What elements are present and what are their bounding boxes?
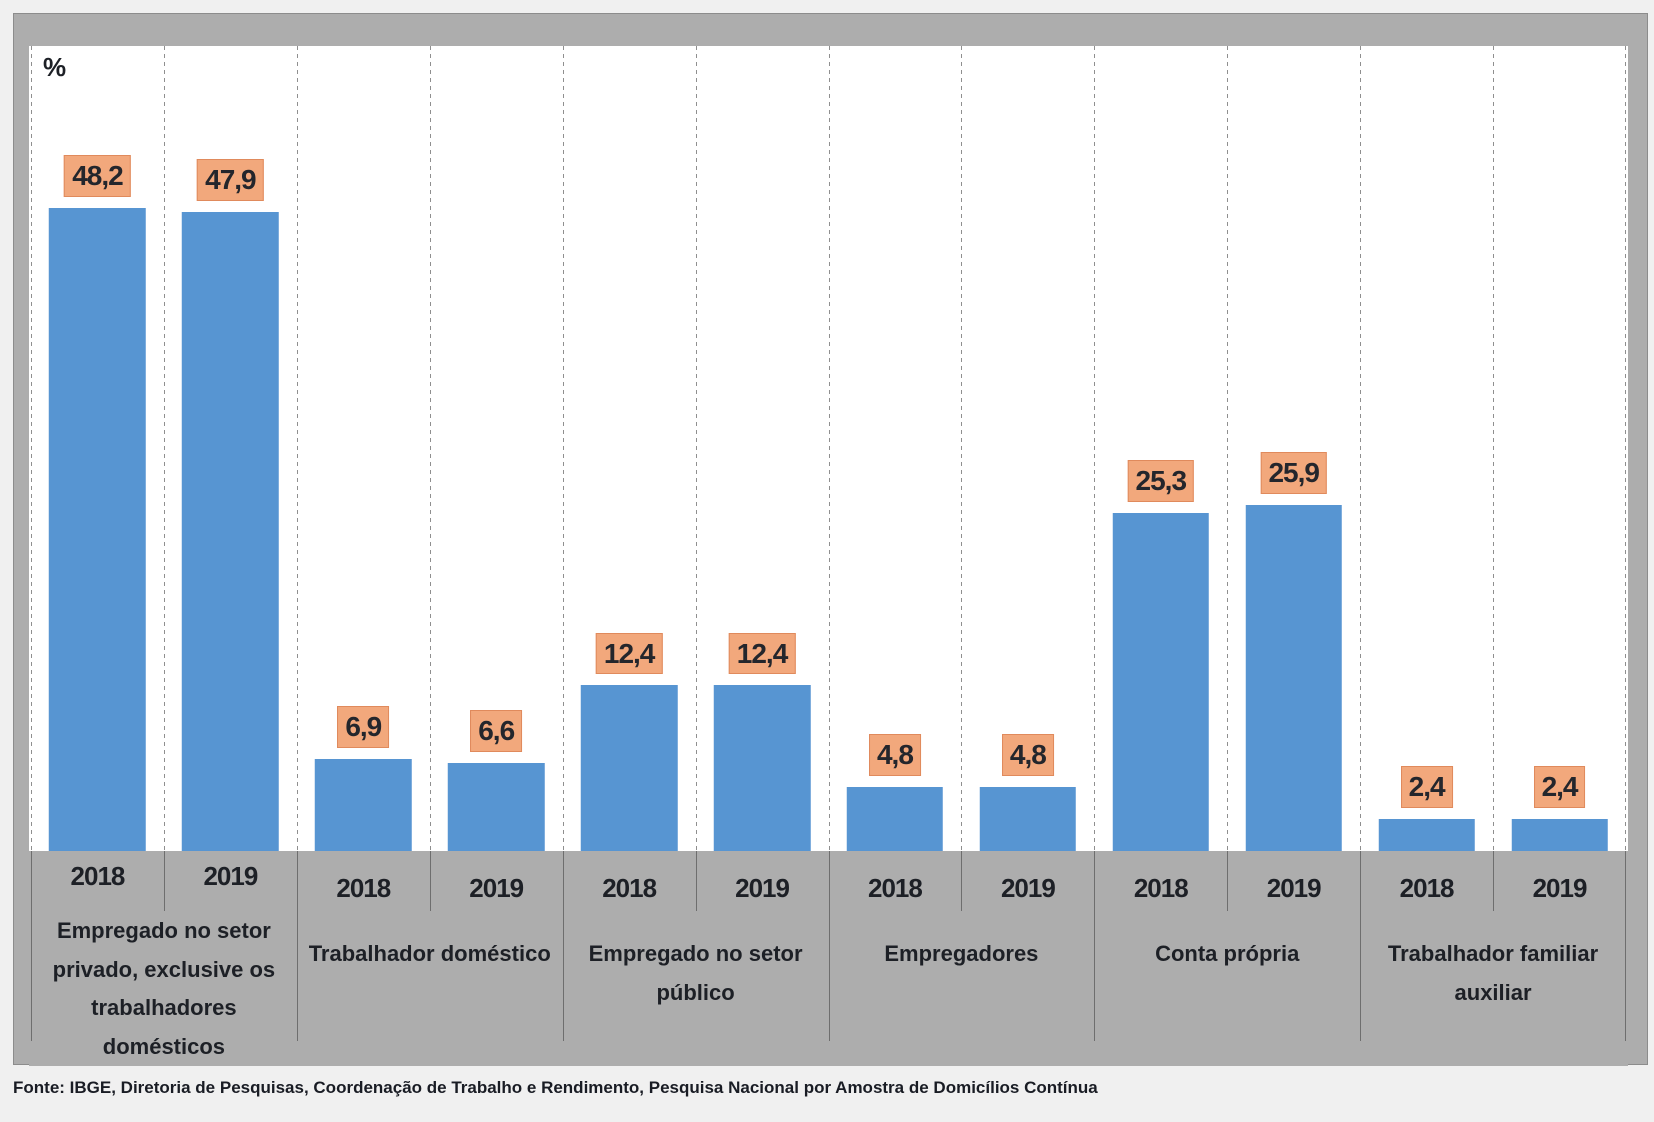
category-label: Trabalhador familiar auxiliar — [1387, 941, 1599, 1005]
dashed-gridline — [1360, 46, 1362, 851]
plot-area: % 48,2 47,9 6,9 6,6 12,4 12,4 4,8 4,8 25,3 25,9 2,… — [29, 46, 1628, 851]
bar-2018-cat4 — [846, 786, 944, 851]
bar-2018-cat3 — [580, 685, 678, 851]
category-separator — [1360, 851, 1362, 1041]
dashed-gridline — [31, 46, 32, 851]
year-separator — [695, 851, 697, 911]
category-label: Trabalhador doméstico — [308, 941, 551, 966]
year-label: 2018 — [336, 872, 391, 903]
category-label: Empregado no setor privado, exclusive os… — [52, 918, 276, 1059]
year-label: 2019 — [1000, 872, 1056, 903]
x-axis-band: 2018 2019 Empregado no setor privado, excl… — [29, 851, 1628, 1066]
category-label: Conta própria — [1155, 941, 1300, 966]
category-cell: 2018 2019 Empregado no setor privado, excl… — [31, 851, 297, 1066]
category-separator — [31, 851, 32, 1041]
value-label: 6,9 — [337, 706, 390, 748]
year-label: 2019 — [469, 872, 524, 903]
category-label: Empregado no setor público — [588, 941, 803, 1005]
dashed-gridline — [1625, 46, 1626, 851]
year-separator — [1227, 851, 1229, 911]
category-cell: 2018 2019 Conta própria — [1094, 851, 1360, 1066]
category-cell: 2018 2019 Trabalhador familiar auxiliar — [1360, 851, 1626, 1066]
year-row: 2018 2019 — [828, 851, 1094, 925]
dashed-gridline — [1227, 46, 1229, 851]
category-separator — [296, 851, 298, 1041]
year-separator — [1493, 851, 1495, 911]
bar-2019-cat5 — [1245, 505, 1342, 851]
source-note: Fonte: IBGE, Diretoria de Pesquisas, Coo… — [13, 1078, 1098, 1097]
year-label: 2018 — [1399, 872, 1455, 903]
value-label: 2,4 — [1400, 766, 1453, 808]
category-cell: 2018 2019 Empregado no setor público — [563, 851, 829, 1066]
dashed-gridline — [296, 46, 298, 851]
value-label: 4,8 — [1001, 734, 1054, 776]
value-label: 48,2 — [64, 154, 131, 197]
category-separator — [1094, 851, 1096, 1041]
category-separator — [828, 851, 830, 1041]
year-label: 2019 — [1532, 872, 1588, 903]
bar-2018-cat2 — [315, 758, 412, 851]
plot-columns: 48,2 47,9 6,9 6,6 12,4 12,4 4,8 4,8 25,3 25,9 2,4 2… — [31, 46, 1626, 851]
year-row: 2018 2019 — [297, 851, 563, 925]
value-label: 25,9 — [1260, 452, 1327, 495]
bar-2019-cat6 — [1511, 818, 1608, 851]
year-separator — [961, 851, 963, 911]
y-axis-unit-label: % — [43, 52, 67, 82]
bar-2019-cat2 — [447, 762, 545, 851]
bar-2019-cat1 — [182, 211, 279, 851]
category-cells: 2018 2019 Empregado no setor privado, excl… — [31, 851, 1626, 1066]
year-label: 2018 — [70, 861, 126, 891]
value-label: 25,3 — [1127, 460, 1195, 503]
year-label: 2019 — [1266, 872, 1322, 903]
dashed-gridline — [1493, 46, 1495, 851]
dashed-gridline — [429, 46, 431, 851]
year-separator — [163, 851, 165, 911]
year-row: 2018 2019 — [563, 851, 829, 925]
dashed-gridline — [961, 46, 963, 851]
chart-frame: % 48,2 47,9 6,9 6,6 12,4 12,4 4,8 4,8 25,3 25,9 2,… — [13, 13, 1648, 1066]
value-label: 12,4 — [728, 632, 796, 675]
year-label: 2019 — [203, 861, 258, 891]
x-axis-band-inner: 2018 2019 Empregado no setor privado, excl… — [31, 851, 1626, 1066]
year-separator — [429, 851, 431, 911]
value-label: 4,8 — [868, 734, 921, 776]
value-label: 6,6 — [470, 710, 523, 752]
value-label: 12,4 — [595, 632, 663, 675]
dashed-gridline — [562, 46, 564, 851]
category-separator — [1625, 851, 1626, 1041]
category-separator — [562, 851, 564, 1041]
year-row: 2018 2019 — [1094, 851, 1360, 925]
bar-2019-cat3 — [713, 685, 811, 851]
dashed-gridline — [1094, 46, 1096, 851]
value-label: 47,9 — [197, 158, 264, 201]
value-label: 2,4 — [1533, 766, 1586, 808]
year-row: 2018 2019 — [31, 851, 297, 902]
year-label: 2018 — [868, 872, 923, 903]
bar-2019-cat4 — [979, 786, 1077, 851]
bar-2018-cat5 — [1112, 513, 1210, 851]
dashed-gridline — [163, 46, 165, 851]
year-row: 2018 2019 — [1360, 851, 1626, 925]
dashed-gridline — [695, 46, 697, 851]
category-cell: 2018 2019 Empregadores — [828, 851, 1094, 1066]
bar-2018-cat1 — [49, 207, 146, 851]
category-cell: 2018 2019 Trabalhador doméstico — [297, 851, 563, 1066]
year-label: 2019 — [735, 872, 790, 903]
category-label: Empregadores — [884, 941, 1039, 966]
year-label: 2018 — [1133, 872, 1189, 903]
dashed-gridline — [828, 46, 830, 851]
bar-2018-cat6 — [1378, 818, 1475, 851]
year-label: 2018 — [602, 872, 657, 903]
